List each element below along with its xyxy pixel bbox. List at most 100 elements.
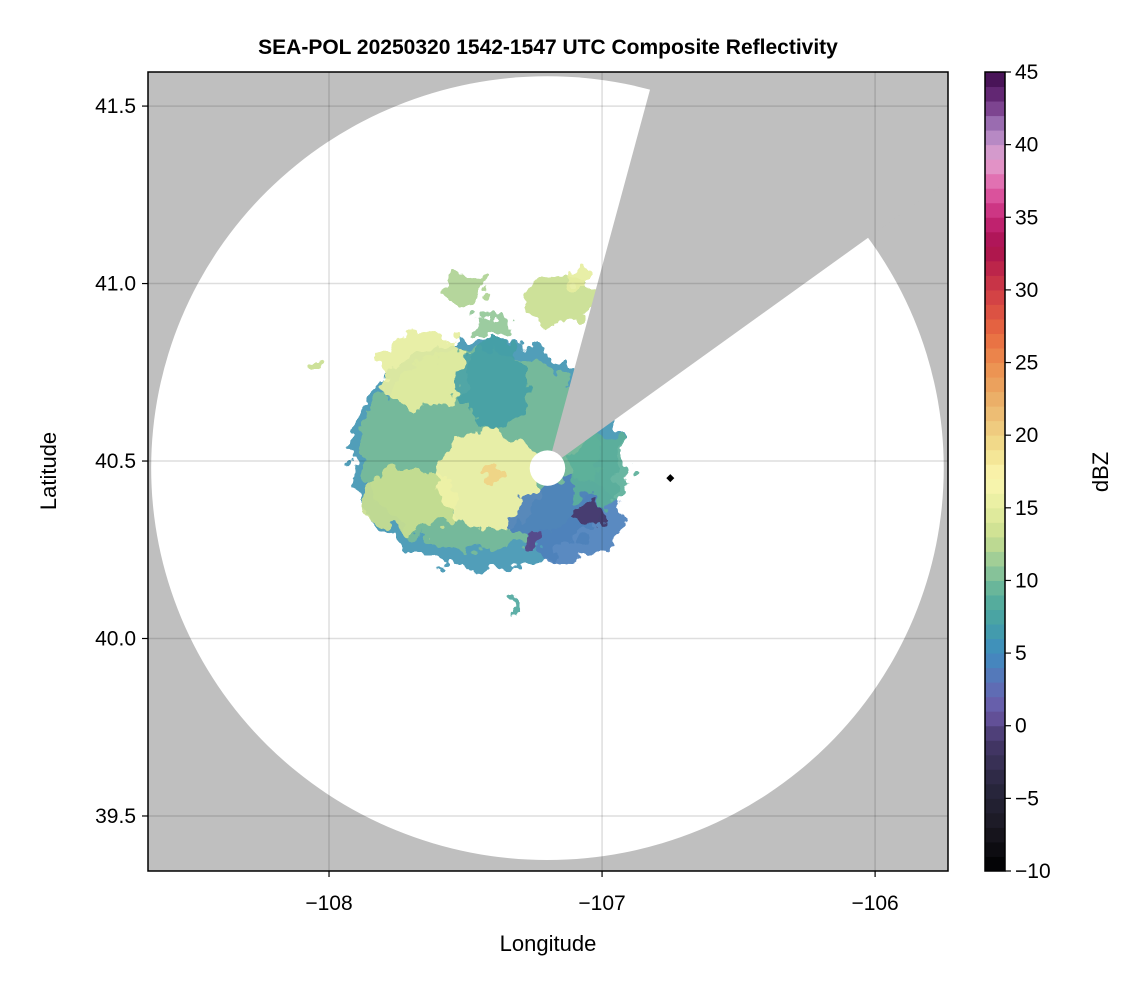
colorbar-bin	[985, 740, 1005, 756]
colorbar-bin	[985, 536, 1005, 552]
colorbar-bin	[985, 783, 1005, 799]
echo-cell	[512, 594, 518, 616]
colorbar-tick-label: 25	[1015, 352, 1038, 375]
colorbar-bin	[985, 435, 1005, 451]
x-tick-label: −108	[305, 892, 352, 915]
colorbar-bin	[985, 348, 1005, 364]
plot-area	[148, 72, 948, 871]
colorbar-bin	[985, 478, 1005, 494]
colorbar-tick-label: 35	[1015, 206, 1038, 229]
colorbar-bin	[985, 101, 1005, 117]
colorbar-bin	[985, 580, 1005, 596]
colorbar-bin	[985, 624, 1005, 640]
plot-frame	[147, 71, 949, 872]
colorbar-bin	[985, 507, 1005, 523]
grid	[148, 72, 948, 871]
colorbar-bin	[985, 522, 1005, 538]
colorbar-bin	[985, 827, 1005, 843]
x-axis-label: Longitude	[500, 931, 597, 956]
radar-inner-hole	[529, 450, 566, 486]
echo-layer	[309, 265, 631, 616]
colorbar-bin	[985, 841, 1005, 857]
colorbar-bin	[985, 289, 1005, 305]
echo-cell	[481, 466, 499, 485]
colorbar-label: dBZ	[1088, 452, 1113, 492]
colorbar-bin	[985, 159, 1005, 175]
colorbar-tick-label: 45	[1015, 61, 1038, 84]
colorbar-bin	[985, 217, 1005, 233]
colorbar-bin	[985, 86, 1005, 102]
colorbar-tick-label: 15	[1015, 497, 1038, 520]
colorbar-bin	[985, 812, 1005, 828]
colorbar-tick-label: 20	[1015, 424, 1038, 447]
colorbar-bin	[985, 638, 1005, 654]
colorbar-bin	[985, 130, 1005, 146]
echo-cell	[570, 434, 631, 506]
colorbar-bin	[985, 406, 1005, 422]
echo-cell	[460, 339, 530, 431]
colorbar-bin	[985, 609, 1005, 625]
blocked-sector	[547, 72, 948, 469]
echo-cell	[470, 313, 511, 338]
colorbar-bin	[985, 318, 1005, 334]
colorbar-tick-label: 30	[1015, 279, 1038, 302]
colorbar-bin	[985, 260, 1005, 276]
y-tick-label: 40.5	[95, 450, 136, 473]
colorbar-bin	[985, 594, 1005, 611]
reflectivity-echoes	[309, 265, 631, 616]
echo-cell	[445, 272, 485, 308]
colorbar-bin	[985, 275, 1005, 291]
colorbar-bin	[985, 246, 1005, 262]
echo-cell	[380, 330, 471, 411]
colorbar-bin	[985, 420, 1005, 436]
colorbar-bin	[985, 202, 1005, 218]
colorbar-bin	[985, 696, 1005, 712]
colorbar-bin	[985, 173, 1005, 189]
echo-cell	[572, 505, 609, 525]
echo-cell	[565, 265, 596, 285]
colorbar-bin	[985, 391, 1005, 407]
colorbar-bin	[985, 653, 1005, 669]
colorbar-bin	[985, 754, 1005, 770]
colorbar-bin	[985, 449, 1005, 465]
marker-diamond	[666, 474, 675, 483]
colorbar-bin	[985, 464, 1005, 480]
colorbar-frame	[984, 71, 1006, 872]
colorbar: −10 −5 0 5 10 15 20 25 30 35 40 45	[984, 61, 1051, 883]
colorbar-bin	[985, 798, 1005, 814]
axes: −108 −107 −106 39.5 40.0 40.5 41.0 41.5	[95, 95, 899, 915]
echo-cell	[517, 530, 542, 551]
y-tick-label: 39.5	[95, 805, 136, 828]
colorbar-tick-label: −5	[1015, 787, 1039, 810]
x-tick-label: −107	[578, 892, 625, 915]
colorbar-tick-label: 5	[1015, 642, 1027, 665]
echo-cell	[360, 469, 461, 531]
colorbar-bin	[985, 565, 1005, 581]
y-tick-label: 41.0	[95, 273, 136, 296]
echo-cell	[309, 361, 321, 371]
colorbar-bin	[985, 115, 1005, 131]
y-axis-label: Latitude	[36, 432, 61, 510]
y-tick-label: 41.5	[95, 95, 136, 118]
colorbar-tick-label: −10	[1015, 860, 1051, 883]
colorbar-bin	[985, 377, 1005, 393]
x-tick-label: −106	[851, 892, 898, 915]
colorbar-bin	[985, 725, 1005, 741]
colorbar-bin	[985, 667, 1005, 683]
colorbar-bin	[985, 711, 1005, 727]
colorbar-tick-label: 10	[1015, 569, 1038, 592]
colorbar-bin	[985, 362, 1005, 378]
colorbar-bin	[985, 144, 1005, 160]
colorbar-bin	[985, 188, 1005, 204]
colorbar-bin	[985, 333, 1005, 349]
chart-title: SEA-POL 20250320 1542-1547 UTC Composite…	[258, 36, 838, 59]
echo-cell	[525, 275, 595, 325]
colorbar-bin	[985, 72, 1005, 88]
colorbar-tick-label: 40	[1015, 134, 1038, 157]
colorbar-bin	[985, 304, 1005, 320]
y-tick-label: 40.0	[95, 628, 136, 651]
colorbar-bin	[985, 682, 1005, 698]
colorbar-tick-label: 0	[1015, 715, 1027, 738]
colorbar-bin	[985, 231, 1005, 247]
